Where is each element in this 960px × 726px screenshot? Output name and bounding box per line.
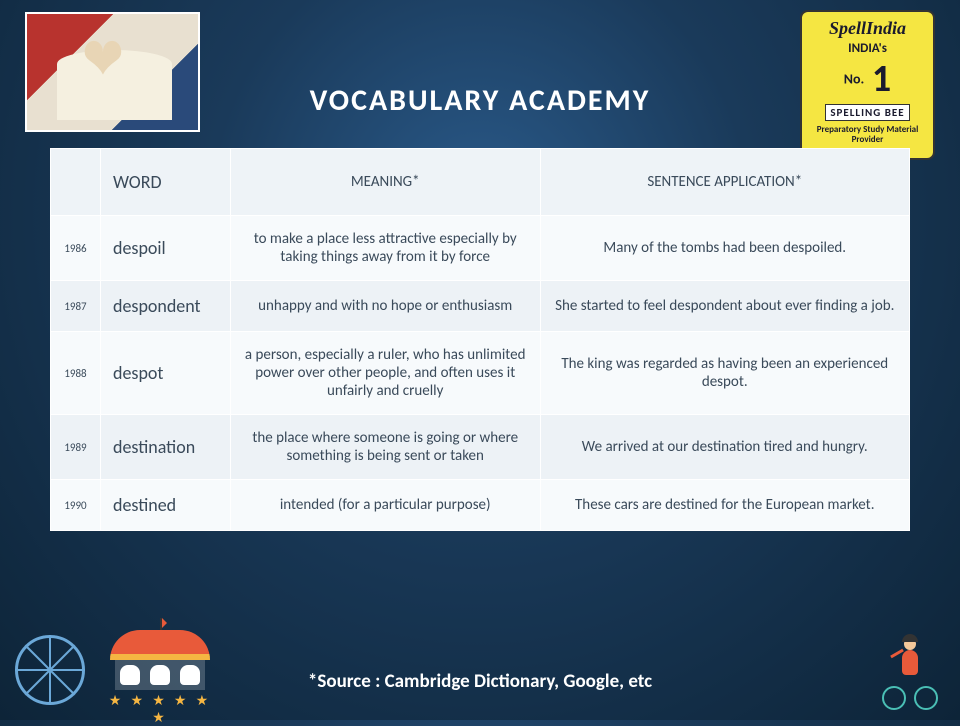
cell-sentence: She started to feel despondent about eve… xyxy=(540,281,910,332)
table-row: 1990 destined intended (for a particular… xyxy=(51,480,910,531)
cell-meaning: intended (for a particular purpose) xyxy=(230,480,540,531)
cell-sentence: We arrived at our destination tired and … xyxy=(540,415,910,480)
page-title: VOCABULARY ACADEMY xyxy=(0,82,960,119)
kid-cycling-icon xyxy=(880,640,940,710)
badge-subtitle: Preparatory Study Material Provider xyxy=(806,125,929,145)
cell-sentence: These cars are destined for the European… xyxy=(540,480,910,531)
cell-sentence: Many of the tombs had been despoiled. xyxy=(540,216,910,281)
carousel-icon: ★ ★ ★ ★ ★ ★ xyxy=(100,630,220,720)
header-sentence: SENTENCE APPLICATION* xyxy=(540,149,910,216)
ferris-wheel-icon xyxy=(15,635,95,715)
cell-word: destined xyxy=(100,480,230,531)
cell-meaning: to make a place less attractive especial… xyxy=(230,216,540,281)
cell-number: 1988 xyxy=(51,332,101,415)
cell-sentence: The king was regarded as having been an … xyxy=(540,332,910,415)
badge-brand: SpellIndia xyxy=(806,18,929,39)
cell-word: destination xyxy=(100,415,230,480)
badge-country: INDIA's xyxy=(806,41,929,56)
cell-number: 1990 xyxy=(51,480,101,531)
cell-number: 1987 xyxy=(51,281,101,332)
cell-number: 1989 xyxy=(51,415,101,480)
vocabulary-table: WORD MEANING* SENTENCE APPLICATION* 1986… xyxy=(50,148,910,531)
table-row: 1987 despondent unhappy and with no hope… xyxy=(51,281,910,332)
cell-meaning: unhappy and with no hope or enthusiasm xyxy=(230,281,540,332)
header-number xyxy=(51,149,101,216)
table-row: 1988 despot a person, especially a ruler… xyxy=(51,332,910,415)
header-word: WORD xyxy=(100,149,230,216)
cell-word: despondent xyxy=(100,281,230,332)
cell-word: despoil xyxy=(100,216,230,281)
table-row: 1989 destination the place where someone… xyxy=(51,415,910,480)
cell-meaning: the place where someone is going or wher… xyxy=(230,415,540,480)
cell-word: despot xyxy=(100,332,230,415)
table-header-row: WORD MEANING* SENTENCE APPLICATION* xyxy=(51,149,910,216)
table-row: 1986 despoil to make a place less attrac… xyxy=(51,216,910,281)
cell-number: 1986 xyxy=(51,216,101,281)
cell-meaning: a person, especially a ruler, who has un… xyxy=(230,332,540,415)
header-meaning: MEANING* xyxy=(230,149,540,216)
